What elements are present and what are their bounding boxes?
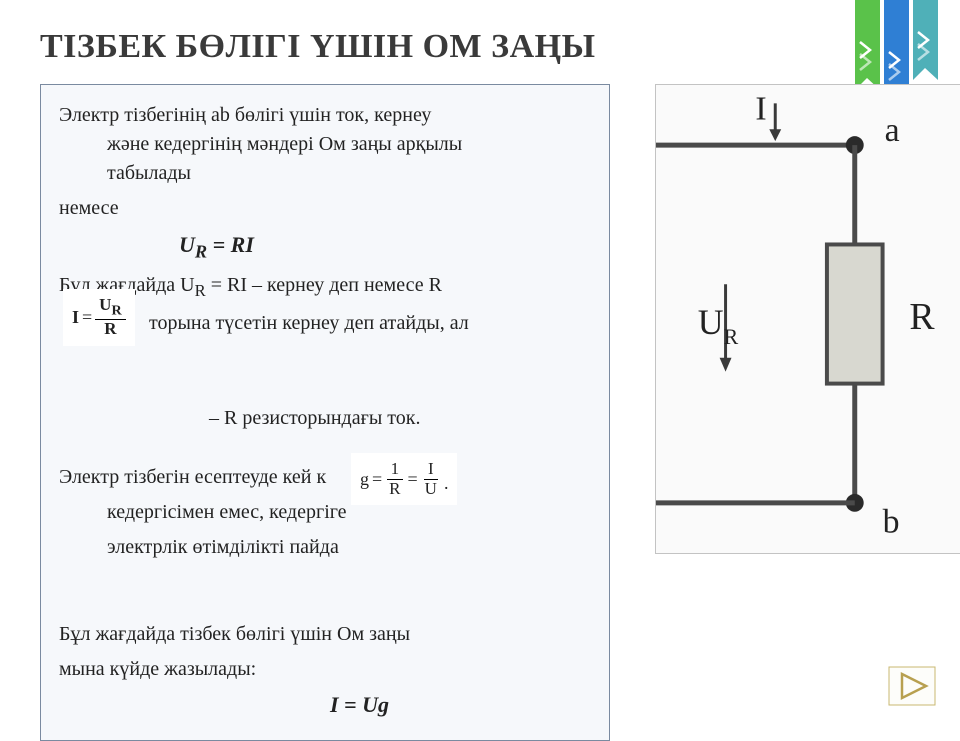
content-text-box: Электр тізбегінің ab бөлігі үшін ток, ке… <box>40 84 610 741</box>
next-button[interactable] <box>888 666 936 706</box>
page-title: ТІЗБЕК БӨЛІГІ ҮШІН ОМ ЗАҢЫ <box>40 28 920 66</box>
svg-text:R: R <box>909 296 935 338</box>
equation-bottom-cutoff: I = Ug <box>330 692 389 718</box>
circuit-diagram: I a b R UR <box>655 84 960 554</box>
svg-text:UR: UR <box>698 302 739 349</box>
svg-text:a: a <box>885 112 900 149</box>
svg-text:b: b <box>883 504 900 541</box>
formula-g-conductance: g = 1 R = I U . <box>351 453 457 505</box>
formula-i-equals-ur-over-r: I = UR R <box>63 289 135 346</box>
svg-text:I: I <box>755 90 766 127</box>
